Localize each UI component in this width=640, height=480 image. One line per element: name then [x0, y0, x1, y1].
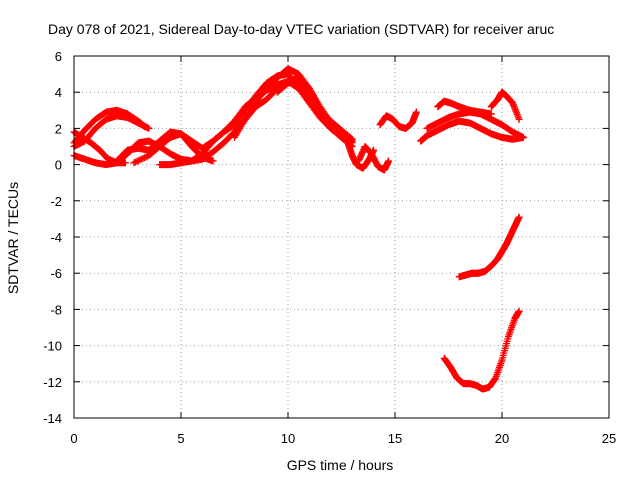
x-tick-label: 0 [70, 431, 77, 446]
data-point [142, 153, 150, 161]
y-tick-label: 6 [55, 49, 62, 64]
data-point [348, 135, 356, 143]
y-tick-labels: -14 -12 -10 -8 -6 -4 -2 0 2 4 6 [43, 49, 62, 426]
x-tick-label: 20 [495, 431, 509, 446]
series-s15 [434, 97, 495, 118]
y-tick-label: -4 [50, 230, 62, 245]
series-s16 [487, 88, 523, 123]
series-s13 [417, 117, 527, 145]
series-s9 [273, 77, 356, 143]
y-tick-label: -12 [43, 375, 62, 390]
data-point [385, 157, 393, 165]
data-point [136, 156, 144, 164]
x-axis-label: GPS time / hours [287, 457, 394, 473]
data-point [140, 154, 148, 162]
data-point [515, 307, 523, 315]
data-point [515, 213, 523, 221]
series-s11 [355, 143, 393, 174]
data-point [134, 157, 142, 165]
data-points [70, 65, 527, 393]
data-point [412, 108, 420, 116]
x-tick-label: 25 [602, 431, 616, 446]
x-tick-label: 10 [281, 431, 295, 446]
series-s5 [113, 128, 217, 165]
data-point [347, 134, 355, 142]
grid [74, 56, 609, 418]
y-tick-label: 2 [55, 121, 62, 136]
series-s12 [376, 108, 420, 132]
data-point [519, 133, 527, 141]
series-s17 [455, 213, 523, 281]
series-s18 [440, 307, 523, 393]
data-point [209, 157, 217, 165]
data-point [130, 159, 138, 167]
y-tick-label: -8 [50, 302, 62, 317]
chart-title: Day 078 of 2021, Sidereal Day-to-day VTE… [48, 21, 554, 37]
x-tick-labels: 0 5 10 15 20 25 [70, 431, 616, 446]
data-point [137, 155, 145, 163]
y-tick-label: 0 [55, 158, 62, 173]
y-axis-label: SDTVAR / TECUs [5, 182, 21, 294]
data-point [515, 115, 523, 123]
plot-frame [73, 55, 610, 419]
x-tick-label: 15 [388, 431, 402, 446]
y-tick-label: -2 [50, 194, 62, 209]
y-tick-label: -14 [43, 411, 62, 426]
x-tick-label: 5 [177, 431, 184, 446]
y-tick-label: -10 [43, 339, 62, 354]
y-tick-label: -6 [50, 266, 62, 281]
series-s3 [70, 112, 153, 150]
data-point [121, 159, 129, 167]
data-point [139, 154, 147, 162]
data-point [145, 124, 153, 132]
y-tick-label: 4 [55, 85, 62, 100]
data-point [487, 110, 495, 118]
data-point [131, 158, 139, 166]
data-point [133, 157, 141, 165]
